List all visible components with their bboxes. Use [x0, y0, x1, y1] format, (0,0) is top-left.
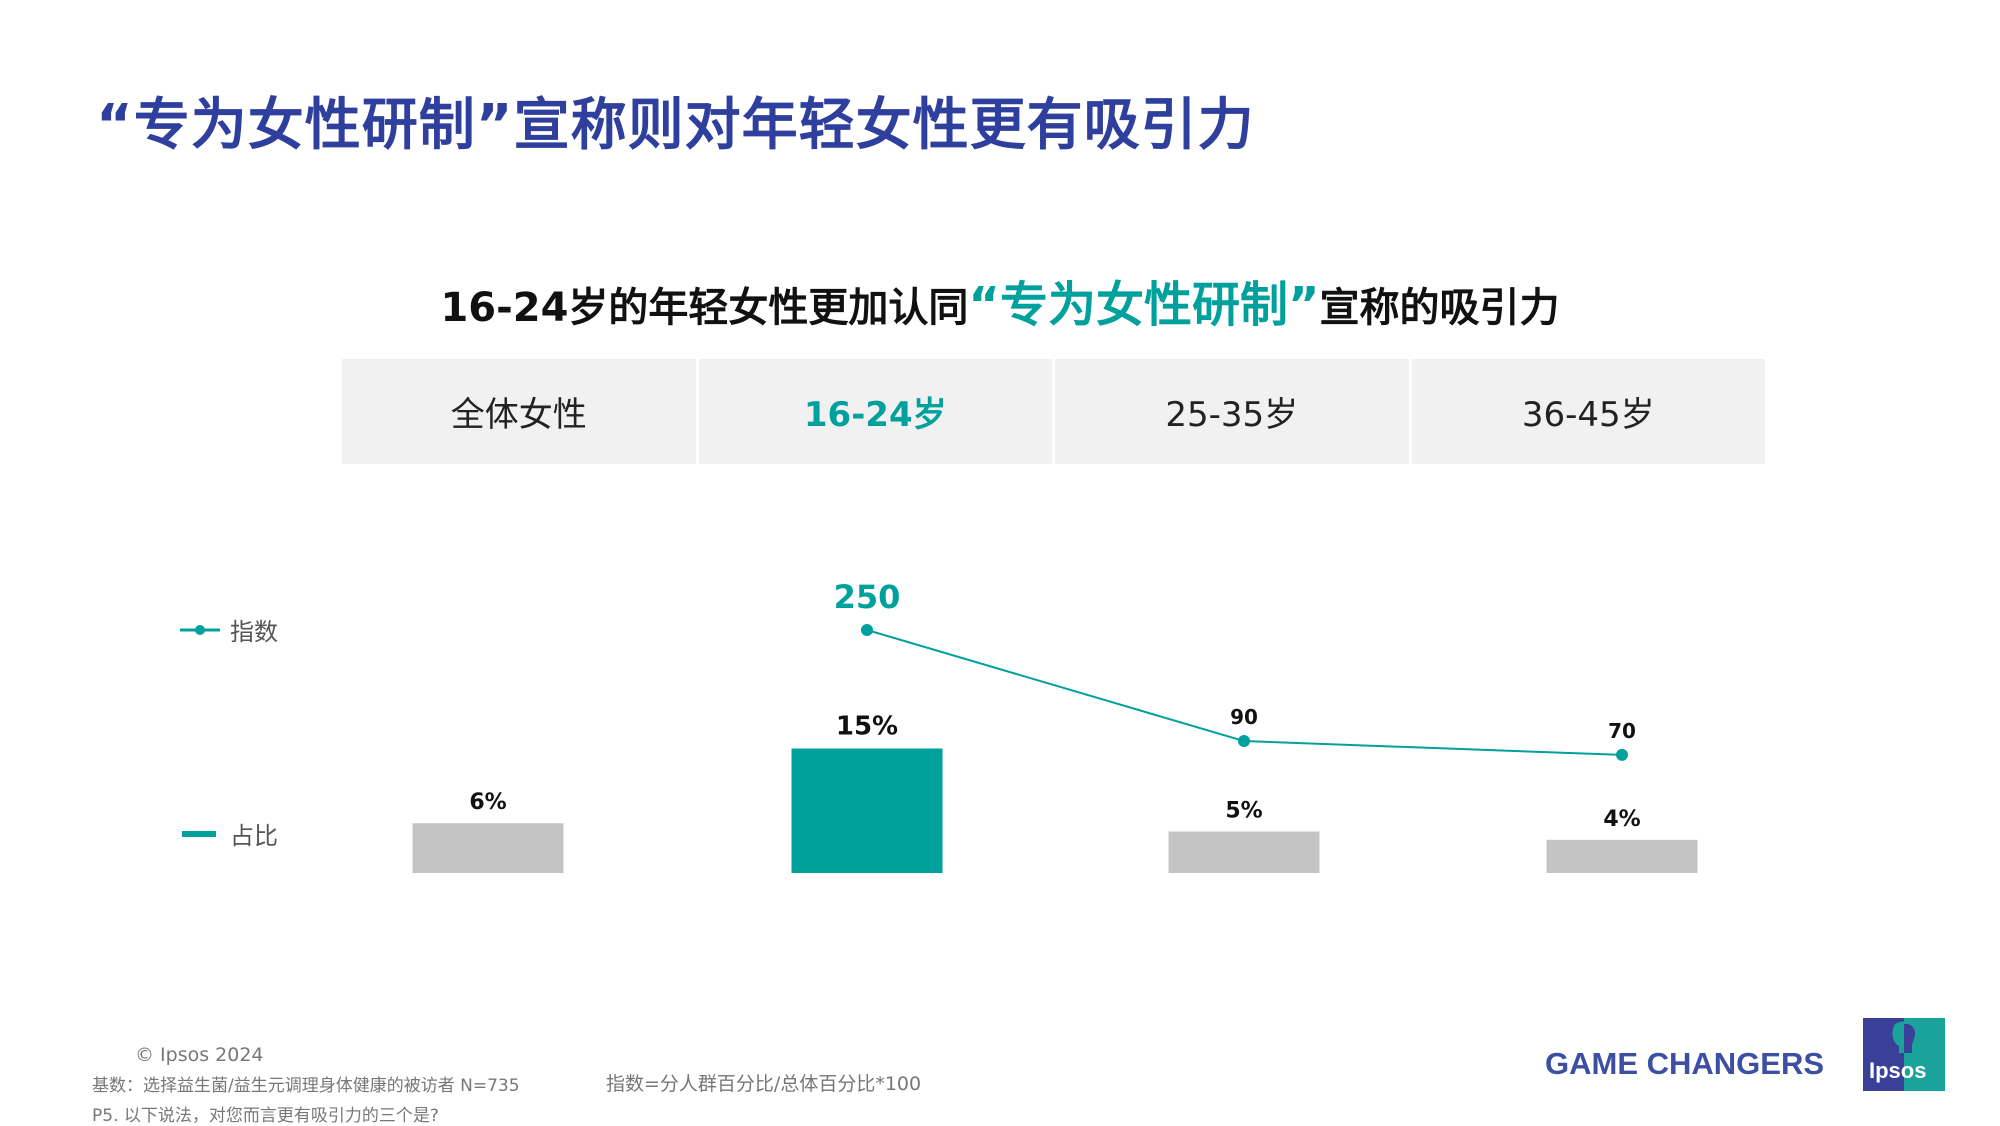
legend-label: 占比: [230, 822, 278, 850]
subtitle-pre: 16-24岁的年轻女性更加认同: [440, 285, 969, 331]
subtitle-post: 宣称的吸引力: [1319, 285, 1560, 331]
category-header-cell: 全体女性: [342, 359, 696, 464]
legend-label: 指数: [230, 618, 278, 646]
bar: [412, 823, 564, 873]
bar-label: 5%: [1225, 799, 1262, 824]
category-header-cell: 25-35岁: [1055, 359, 1409, 464]
index-point: [861, 624, 873, 636]
index-label: 90: [1230, 705, 1258, 729]
category-header-cell: 16-24岁: [698, 359, 1052, 464]
bar: [1546, 839, 1698, 873]
bar: [1168, 831, 1320, 873]
page-title: “专为女性研制”宣称则对年轻女性更有吸引力: [96, 93, 1255, 158]
head-silhouette-icon: [1892, 1021, 1918, 1053]
index-label: 250: [834, 578, 901, 616]
category-header-cell: 36-45岁: [1411, 359, 1765, 464]
index-point: [1238, 735, 1250, 748]
tagline: GAME CHANGERS: [1545, 1046, 1825, 1081]
bar: [791, 748, 943, 873]
bar-label: 15%: [836, 712, 898, 742]
subtitle-highlight: “专为女性研制”: [968, 277, 1320, 333]
index-note: 指数=分人群百分比/总体百分比*100: [606, 1073, 922, 1095]
bar-marker-icon: [182, 830, 216, 837]
index-label: 70: [1608, 719, 1636, 743]
bar-label: 4%: [1603, 807, 1640, 832]
chart-subtitle: 16-24岁的年轻女性更加认同“专为女性研制”宣称的吸引力: [0, 265, 2000, 335]
index-point: [1616, 748, 1628, 761]
copyright: © Ipsos 2024: [135, 1044, 264, 1066]
bar-label: 6%: [469, 790, 506, 815]
category-header: 全体女性 16-24岁 25-35岁 36-45岁: [342, 359, 1765, 464]
base-note: 基数：选择益生菌/益生元调理身体健康的被访者 N=735: [92, 1076, 520, 1096]
question-note: P5. 以下说法，对您而言更有吸引力的三个是?: [92, 1106, 439, 1126]
legend-index: 指数: [180, 612, 278, 647]
legend-share: 占比: [180, 816, 278, 851]
line-marker-icon: [180, 624, 220, 635]
ipsos-logo: Ipsos: [1863, 1018, 1945, 1091]
